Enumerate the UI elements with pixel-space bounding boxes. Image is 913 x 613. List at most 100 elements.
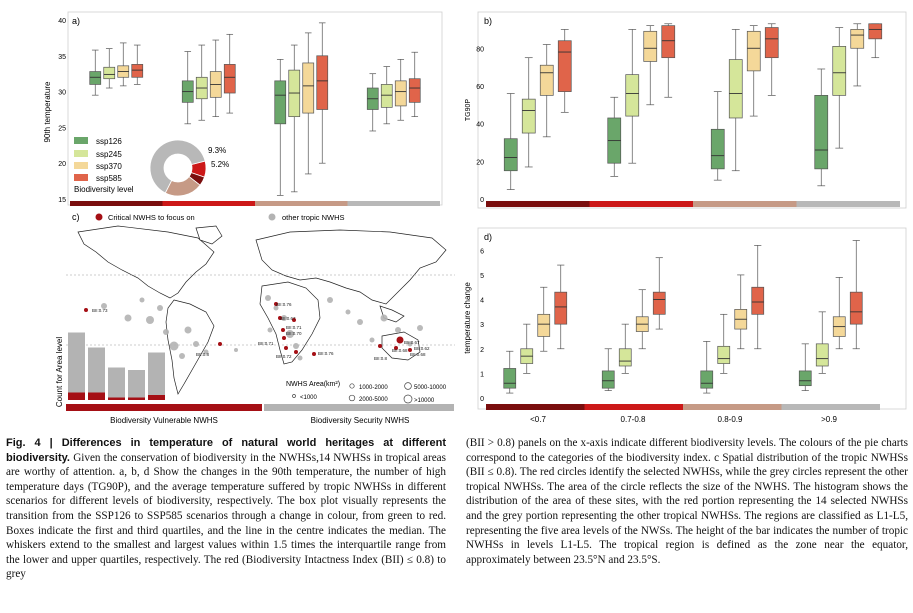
nwhs-site-label: BII:0.8 [374, 356, 388, 361]
legend-critical-dot [95, 213, 103, 221]
area-legend-label-3: 2000-5000 [359, 397, 388, 403]
nwhs-site-label: BII:0.71 [258, 341, 274, 346]
panel-a-yticks: 15 20 25 30 35 40 [58, 18, 66, 204]
legend-title: Biodiversity level [74, 185, 134, 194]
ytick-label: 35 [58, 54, 66, 61]
box-ssp126 [503, 368, 517, 389]
box-ssp585 [868, 23, 883, 40]
pie-label-vulnerable: 9.3% [208, 146, 226, 155]
other-nwhs-marker [234, 348, 238, 352]
nwhs-site-label: BII:0.8 [196, 352, 210, 357]
eurasia-shape [255, 229, 447, 305]
panel-b-level-bar [486, 201, 900, 207]
other-nwhs-marker [297, 355, 303, 361]
caption-right-column: (BII > 0.8) panels on the x-axis indicat… [466, 436, 908, 567]
d-xlabel-4: >0.9 [821, 415, 837, 424]
box-ssp370 [394, 80, 407, 107]
panel-d: d) temperature change 0 1 2 3 4 5 6 <0.7 0.7-0… [463, 227, 907, 424]
panel-a-label: a) [72, 16, 80, 26]
box-ssp370 [850, 29, 865, 49]
critical-nwhs-marker [378, 344, 382, 348]
histogram-bar-selected [88, 392, 105, 400]
secure-bar [264, 404, 454, 411]
ytick-label: 5 [480, 273, 484, 280]
panel-c: c) Critical NWHS to focus on other tropi… [55, 212, 455, 425]
box-ssp585 [223, 64, 236, 94]
critical-nwhs-marker [274, 302, 278, 306]
ytick-label: 20 [58, 161, 66, 168]
box-ssp126 [503, 138, 518, 172]
africa-shape [259, 281, 321, 365]
critical-nwhs-marker [282, 336, 286, 340]
panel-a-ylabel: 90th temperature [43, 81, 52, 142]
panel-d-level-bar [486, 404, 880, 410]
box-ssp245 [380, 84, 393, 108]
other-nwhs-marker [203, 349, 209, 355]
other-nwhs-marker [179, 353, 185, 359]
vulnerable-bar [66, 404, 262, 411]
south-america-shape [165, 299, 215, 395]
level-segment [255, 201, 348, 206]
other-nwhs-marker [146, 316, 154, 324]
level-segment [486, 404, 585, 410]
ytick-label: 25 [58, 125, 66, 132]
world-map [77, 225, 447, 395]
area-legend-size-5 [403, 394, 413, 404]
nwhs-site-label: BII:0.70 [286, 331, 302, 336]
critical-nwhs-marker [84, 308, 88, 312]
biodiversity-pie-chart [149, 139, 207, 197]
ytick-label: 0 [480, 197, 484, 204]
ytick-label: 40 [476, 122, 484, 129]
box-ssp126 [274, 80, 287, 125]
other-nwhs-marker [157, 305, 163, 311]
panel-b-label: b) [484, 16, 492, 26]
box-ssp126 [814, 95, 829, 170]
panel-a-legend: ssp126 ssp245 ssp370 ssp585 Biodiversity… [74, 137, 134, 194]
caption-title: Fig. 4 | Differences in temperature of n… [6, 437, 446, 464]
area-legend-label-5: >10000 [414, 398, 435, 404]
box-ssp126 [89, 71, 102, 85]
panel-d-ylabel: temperature change [463, 282, 472, 354]
legend-swatch-ssp126 [74, 137, 88, 144]
d-xlabel-3: 0.8-0.9 [718, 415, 743, 424]
other-nwhs-marker [417, 325, 423, 331]
level-segment [584, 404, 683, 410]
vulnerable-label: Biodiversity Vulnerable NWHS [110, 416, 218, 425]
box-ssp126 [798, 370, 812, 387]
histogram-bar-selected [128, 397, 145, 400]
histogram-bar-selected [108, 397, 125, 400]
nwhs-site-label: BII:0.62 [414, 346, 430, 351]
ytick-label: 60 [476, 84, 484, 91]
panel-a-boxes [89, 22, 421, 196]
nwhs-site-label: BII:0.68 [392, 348, 408, 353]
ytick-label: 20 [476, 159, 484, 166]
box-ssp245 [728, 59, 743, 119]
legend-label-ssp370: ssp370 [96, 162, 122, 171]
nwhs-site-label: BII:0.67 [280, 316, 296, 321]
caption-left-text: Given the conservation of biodiversity i… [6, 451, 447, 581]
box-ssp585 [316, 55, 329, 110]
histogram-ylabel: Count for Area level [55, 337, 64, 407]
histogram-bar-other [128, 370, 145, 398]
pie-label-moderate: 5.2% [211, 160, 229, 169]
histogram-bar-other [88, 347, 105, 393]
area-legend-size-2 [349, 383, 355, 389]
area-legend-size-3 [348, 394, 356, 402]
box-ssp585 [557, 40, 572, 92]
nwhs-site-label: BII:0.73 [92, 308, 108, 313]
level-segment [347, 201, 440, 206]
level-segment [693, 201, 797, 207]
ytick-label: 15 [58, 197, 66, 204]
legend-swatch-ssp585 [74, 174, 88, 181]
area-legend-label-2: 1000-2000 [359, 385, 388, 391]
histogram-bar-other [68, 332, 85, 393]
nwhs-site-labels: BII:0.73BII:0.76BII:0.67BII:0.71BII:0.70… [92, 302, 430, 361]
area-histogram [68, 332, 165, 400]
panel-a-frame [67, 11, 443, 206]
nwhs-site-label: BII:0.72 [276, 354, 292, 359]
critical-nwhs-marker [278, 316, 282, 320]
ytick-label: 0 [480, 396, 484, 403]
box-ssp245 [832, 46, 847, 96]
panel-b-yticks: 0 20 40 60 80 [476, 46, 484, 204]
